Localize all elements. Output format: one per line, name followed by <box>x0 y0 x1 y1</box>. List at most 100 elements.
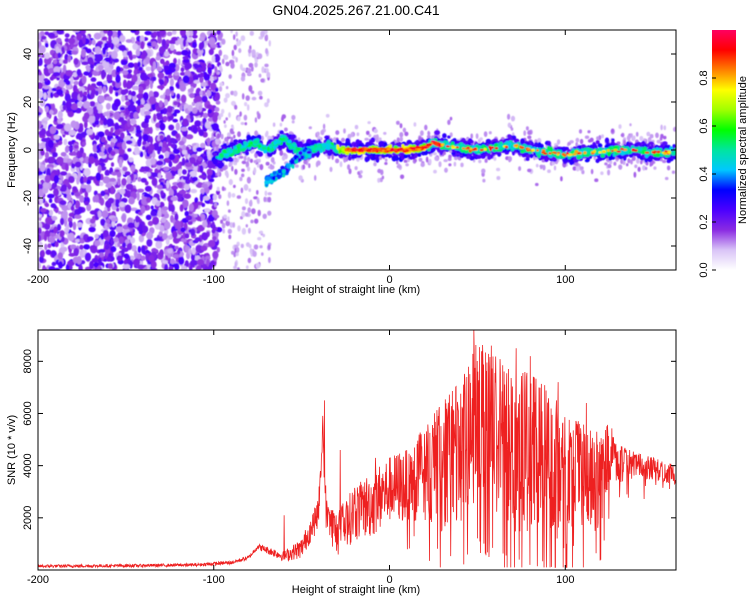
spectrogram-cell <box>291 114 296 121</box>
spectrogram-cell <box>190 86 194 93</box>
spectrogram-cell <box>157 72 165 79</box>
spectrogram-cell <box>187 37 193 43</box>
spectrogram-cell <box>91 258 99 263</box>
spectrogram-cell <box>234 261 237 268</box>
spectrogram-cell <box>178 256 185 265</box>
spectrogram-cell <box>64 33 70 38</box>
spectrogram-cell <box>70 205 75 211</box>
spectrogram-cell <box>156 66 163 72</box>
spectrogram-cell <box>179 105 183 111</box>
spectrogram-cell <box>601 134 604 139</box>
spectrogram-cell <box>145 57 150 65</box>
spectrogram-cell <box>49 109 54 115</box>
spectrogram-cell <box>157 36 163 44</box>
spectrogram-cell <box>163 166 170 172</box>
spectrogram-cell <box>55 46 60 54</box>
spectrogram-cell <box>122 242 126 248</box>
spectrogram-cell <box>204 266 212 270</box>
spectrogram-cell <box>198 129 204 137</box>
spectrogram-cell <box>218 194 222 200</box>
spectrogram-cell <box>207 67 212 75</box>
spectrogram-cell <box>482 178 486 183</box>
spectrogram-cell <box>181 157 186 166</box>
spectrogram-cell <box>208 76 215 82</box>
spectrogram-cell <box>253 196 258 200</box>
spectrogram-cell <box>527 135 532 140</box>
spectrogram-cell <box>267 244 271 250</box>
spectrogram-cell <box>68 175 75 184</box>
spectrogram-cell <box>184 233 190 239</box>
spectrogram-cell <box>101 146 105 153</box>
spectrogram-cell <box>199 78 204 83</box>
spectrogram-cell <box>348 168 352 175</box>
spectrogram-cell <box>84 252 92 262</box>
spectrogram-cell <box>314 175 317 181</box>
spectrogram-cell <box>191 176 198 182</box>
spectrogram-cell <box>187 104 193 112</box>
spectrogram-cell <box>130 173 134 182</box>
spectrogram-cell <box>335 130 340 136</box>
spectrogram-cell <box>119 201 126 208</box>
spectrogram-cell <box>107 30 114 37</box>
spectrogram-cell <box>366 130 370 135</box>
spectrogram-cell <box>155 106 162 113</box>
spectrogram-cell <box>64 145 70 153</box>
spectrogram-cell <box>190 188 198 194</box>
spectrogram-cell <box>575 166 580 172</box>
spectrogram-cell <box>254 117 258 123</box>
spectrogram-cell <box>347 164 351 170</box>
spectrogram-cell <box>622 160 626 165</box>
spectrogram-cell <box>433 169 437 174</box>
spectrogram-cell <box>105 102 111 110</box>
spectrogram-cell <box>177 58 181 66</box>
spectrogram-cell <box>604 162 608 166</box>
spectrogram-cell <box>399 123 403 129</box>
spectrogram-cell <box>642 165 646 171</box>
spectrogram-cell <box>38 71 42 76</box>
spectrogram-cell <box>259 245 263 249</box>
spectrogram-cell <box>219 112 224 118</box>
spectrogram-cell <box>199 90 203 96</box>
spectrogram-cell <box>403 159 408 163</box>
spectrogram-cell <box>628 142 633 147</box>
spectrogram-cell <box>148 254 155 263</box>
spectrogram-cell <box>65 163 69 172</box>
spectrogram-cell <box>84 190 89 198</box>
spectrogram-cell <box>510 127 514 131</box>
spectrogram-cell <box>607 163 612 169</box>
spectrogram-cell <box>381 175 385 180</box>
spectrogram-cell <box>442 133 447 139</box>
spectrogram-cell <box>257 112 261 120</box>
spectrogram-cell <box>140 205 146 214</box>
spectrogram-cell <box>102 176 110 184</box>
spectrogram-cell <box>216 247 220 253</box>
spectrogram-cell <box>115 192 121 200</box>
spectrogram-cell <box>587 130 591 134</box>
spectrogram-cell <box>225 220 230 227</box>
spectrogram-cell <box>151 248 158 253</box>
spectrogram-cell <box>96 144 100 150</box>
spectrogram-cell <box>254 62 258 68</box>
spectrogram-cell <box>43 67 49 74</box>
spectrogram-cell <box>43 78 49 82</box>
spectrogram-cell <box>579 138 584 145</box>
spectrogram-cell <box>170 90 174 96</box>
spectrogram-cell <box>138 234 145 243</box>
spectrogram-cell <box>609 160 613 165</box>
spectrogram-cell <box>221 58 225 65</box>
spectrogram-cell <box>231 165 234 172</box>
spectrogram-cell <box>222 143 227 147</box>
spectrogram-cell <box>227 216 230 222</box>
spectrogram-cell <box>192 48 198 55</box>
spectrogram-cell <box>523 152 527 157</box>
spectrogram-cell <box>662 135 667 140</box>
spectrogram-cell <box>91 39 96 46</box>
spectrogram-cell <box>430 147 436 152</box>
spectrogram-cell <box>133 250 138 258</box>
spectrogram-cell <box>52 152 58 158</box>
spectrogram-cell <box>215 92 221 101</box>
spectrogram-cell <box>240 122 245 125</box>
spectrogram-cell <box>83 71 90 76</box>
spectrogram-cell <box>38 234 42 243</box>
spectrogram-cell <box>358 143 363 148</box>
